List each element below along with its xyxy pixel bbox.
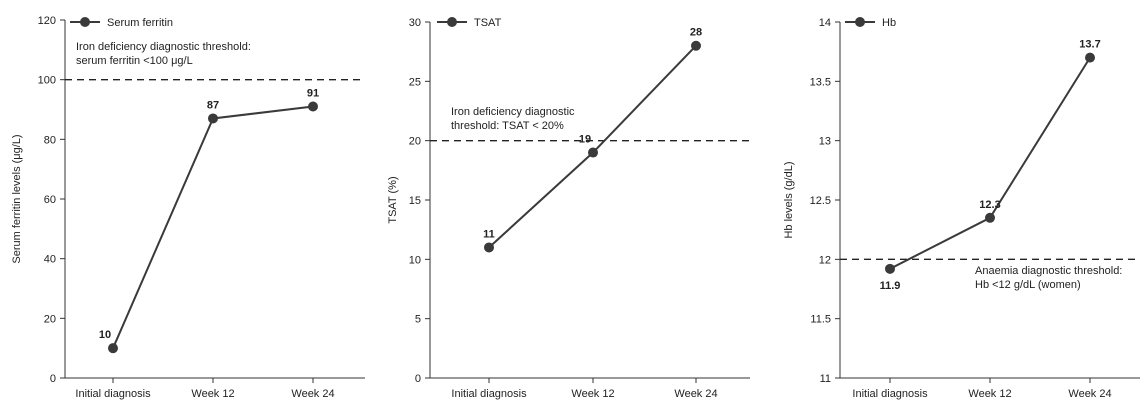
y-tick-label: 13	[819, 136, 831, 148]
data-point	[108, 343, 118, 354]
y-tick-label: 5	[415, 314, 421, 326]
x-tick-label: Week 12	[191, 388, 234, 400]
data-label: 91	[307, 88, 319, 100]
legend-label: TSAT	[474, 17, 502, 29]
x-tick-label: Week 12	[571, 388, 614, 400]
y-tick-label: 14	[819, 17, 831, 29]
y-tick-label: 40	[44, 254, 56, 266]
y-axis-title: Serum ferritin levels (μg/L)	[11, 134, 23, 263]
data-point	[484, 242, 494, 253]
series-line	[488, 45, 697, 249]
data-point	[985, 212, 995, 223]
y-tick-label: 12	[819, 254, 831, 266]
data-label: 28	[690, 27, 702, 39]
legend-label: Serum ferritin	[107, 17, 173, 29]
y-tick-label: 11.5	[810, 314, 831, 326]
data-label: 12.3	[979, 199, 1000, 211]
legend-marker	[80, 17, 90, 27]
legend-label: Hb	[882, 17, 896, 29]
threshold-annotation: threshold: TSAT < 20%	[451, 120, 564, 132]
data-label: 11.9	[880, 280, 901, 292]
x-tick-label: Initial diagnosis	[75, 388, 151, 400]
legend-marker	[855, 17, 865, 27]
y-axis-title: Hb levels (g/dL)	[783, 161, 795, 238]
y-tick-label: 80	[44, 134, 56, 146]
data-point	[588, 147, 598, 158]
y-tick-label: 0	[50, 373, 56, 385]
x-tick-label: Week 12	[968, 388, 1011, 400]
data-point	[208, 113, 218, 124]
data-point	[885, 263, 895, 274]
data-label: 19	[579, 134, 591, 146]
x-tick-label: Week 24	[1068, 388, 1111, 400]
y-tick-label: 120	[38, 15, 56, 27]
data-label: 87	[207, 99, 219, 111]
y-tick-label: 12.5	[810, 195, 831, 207]
threshold-annotation: serum ferritin <100 μg/L	[76, 55, 193, 67]
legend-marker	[447, 17, 457, 27]
y-tick-label: 13.5	[810, 76, 831, 88]
chart-panel-1: 0 20 40 60 80 100 120 Initial diagnosis Week 12 W…	[11, 15, 365, 400]
y-tick-label: 0	[415, 373, 421, 385]
y-axis-title: TSAT (%)	[387, 176, 399, 223]
x-tick-label: Initial diagnosis	[852, 388, 928, 400]
chart-panel-3: 11 11.5 12 12.5 13 13.5 14 Initial diagnosis Wee…	[783, 17, 1140, 400]
y-tick-label: 100	[38, 75, 56, 87]
chart-panel-2: 0 5 10 15 20 25 30 Initial diagnosis Week 12 Week…	[387, 17, 750, 400]
series-line	[112, 105, 314, 349]
series-line	[889, 57, 1091, 270]
data-point	[308, 101, 318, 112]
y-tick-label: 20	[409, 136, 421, 148]
x-tick-label: Week 24	[291, 388, 334, 400]
data-point	[1085, 52, 1095, 63]
y-tick-label: 15	[409, 195, 421, 207]
data-label: 11	[483, 228, 495, 240]
x-tick-label: Week 24	[674, 388, 717, 400]
y-tick-label: 20	[44, 313, 56, 325]
y-tick-label: 11	[820, 373, 831, 385]
y-tick-label: 25	[409, 76, 421, 88]
x-tick-label: Initial diagnosis	[451, 388, 527, 400]
y-tick-label: 60	[44, 194, 56, 206]
data-label: 13.7	[1079, 39, 1100, 51]
data-label: 10	[99, 329, 111, 341]
threshold-annotation: Anaemia diagnostic threshold:	[975, 265, 1122, 277]
y-tick-label: 10	[409, 254, 421, 266]
y-tick-label: 30	[409, 17, 421, 29]
data-point	[691, 40, 701, 51]
threshold-annotation: Iron deficiency diagnostic	[451, 106, 575, 118]
threshold-annotation: Iron deficiency diagnostic threshold:	[76, 41, 251, 53]
threshold-annotation: Hb <12 g/dL (women)	[975, 279, 1081, 291]
